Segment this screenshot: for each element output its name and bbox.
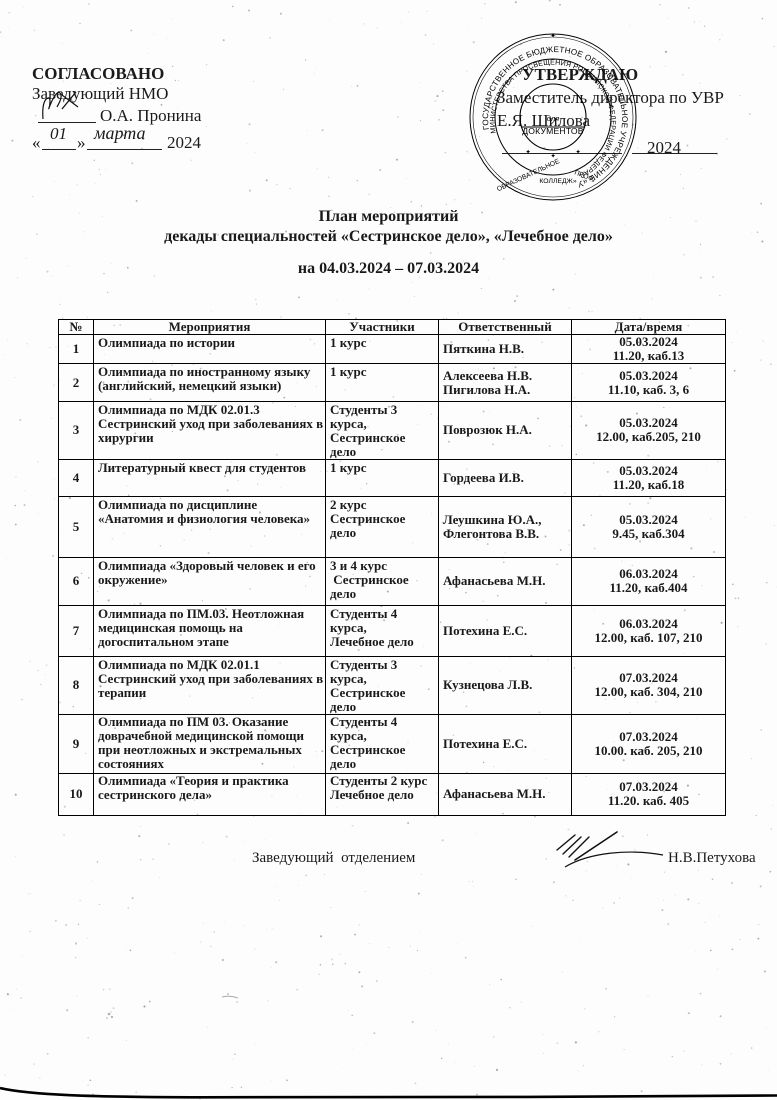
svg-text:✦: ✦ bbox=[550, 32, 556, 40]
svg-text:✦: ✦ bbox=[525, 149, 530, 156]
svg-text:✦: ✦ bbox=[550, 153, 555, 160]
svg-text:ДОКУМЕНТОВ: ДОКУМЕНТОВ bbox=[522, 126, 584, 136]
svg-text:для: для bbox=[547, 114, 559, 123]
svg-text:ОБРАЗОВАТЕЛЬНОЕ: ОБРАЗОВАТЕЛЬНОЕ bbox=[496, 158, 561, 193]
svg-text:КОЛЛЕДЖ»: КОЛЛЕДЖ» bbox=[539, 178, 576, 185]
svg-text:✦: ✦ bbox=[575, 149, 580, 156]
